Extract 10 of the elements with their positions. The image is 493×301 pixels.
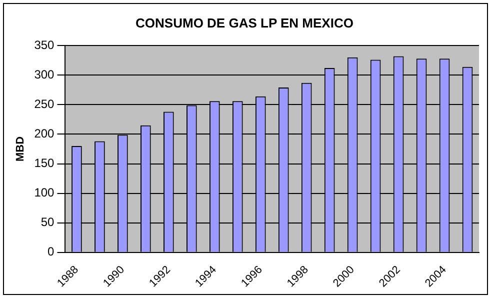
chart-title: CONSUMO DE GAS LP EN MEXICO bbox=[136, 15, 354, 30]
y-tick-label: 300 bbox=[34, 67, 55, 82]
y-tick-label: 150 bbox=[34, 156, 55, 170]
y-tick-label: 0 bbox=[48, 244, 55, 259]
y-tick-label: 200 bbox=[34, 126, 55, 141]
y-axis-title: MBD bbox=[14, 136, 27, 162]
y-tick-label: 350 bbox=[34, 38, 55, 52]
y-tick-label: 100 bbox=[34, 186, 55, 200]
y-tick-label: 250 bbox=[34, 96, 55, 111]
y-tick-label: 50 bbox=[40, 215, 55, 230]
